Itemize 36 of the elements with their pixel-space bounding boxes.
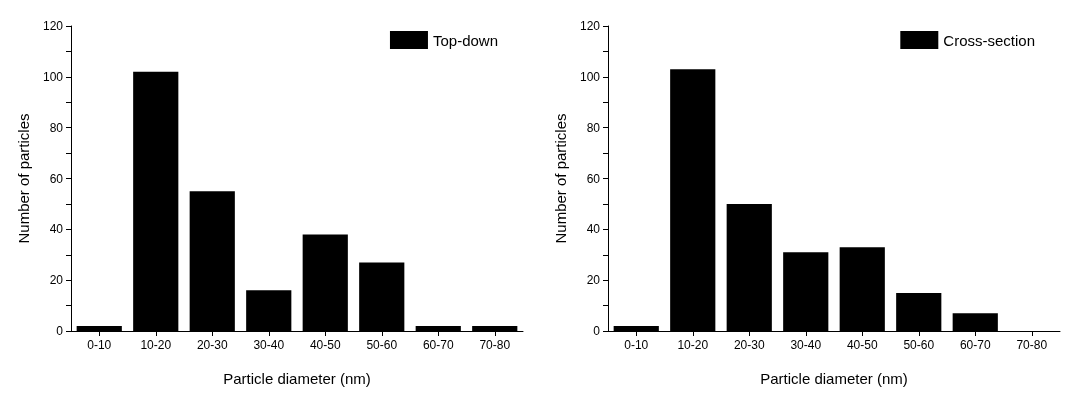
x-tick-label: 10-20 [677,338,709,352]
y-tick-label: 40 [49,222,64,237]
y-tick-label: 100 [579,69,601,84]
x-tick-label: 30-40 [253,338,285,352]
y-tick-label: 80 [586,120,601,135]
x-tick-label: 0-10 [87,338,112,352]
y-tick-label: 0 [593,324,601,338]
x-tick-label: 70-80 [1016,338,1048,352]
x-tick-label: 40-50 [309,338,341,352]
y-tick-label: 120 [42,19,64,33]
x-tick-label: 10-20 [140,338,172,352]
x-tick-label: 30-40 [790,338,822,352]
y-tick-label: 120 [579,19,601,33]
x-tick-label: 40-50 [846,338,878,352]
x-tick-label: 60-70 [422,338,454,352]
legend-label: Cross-section [943,31,1036,49]
y-axis-title: Number of particles [15,113,32,244]
y-tick-label: 100 [42,69,64,84]
y-axis-title: Number of particles [552,113,569,244]
x-tick-label: 0-10 [624,338,649,352]
x-axis-title: Particle diameter (nm) [760,370,908,387]
x-tick-label: 20-30 [733,338,765,352]
x-axis-title: Particle diameter (nm) [223,370,371,387]
y-tick-label: 40 [586,222,601,237]
x-tick-label: 50-60 [366,338,398,352]
x-tick-label: 60-70 [959,338,991,352]
y-tick-label: 60 [586,171,601,186]
x-tick-label: 70-80 [479,338,511,352]
x-tick-label: 50-60 [903,338,935,352]
legend-label: Top-down [432,31,499,49]
y-tick-label: 80 [49,120,64,135]
y-tick-label: 20 [586,273,601,288]
y-tick-label: 60 [49,171,64,186]
y-tick-label: 0 [56,324,64,338]
x-tick-label: 20-30 [196,338,228,352]
y-tick-label: 20 [49,273,64,288]
